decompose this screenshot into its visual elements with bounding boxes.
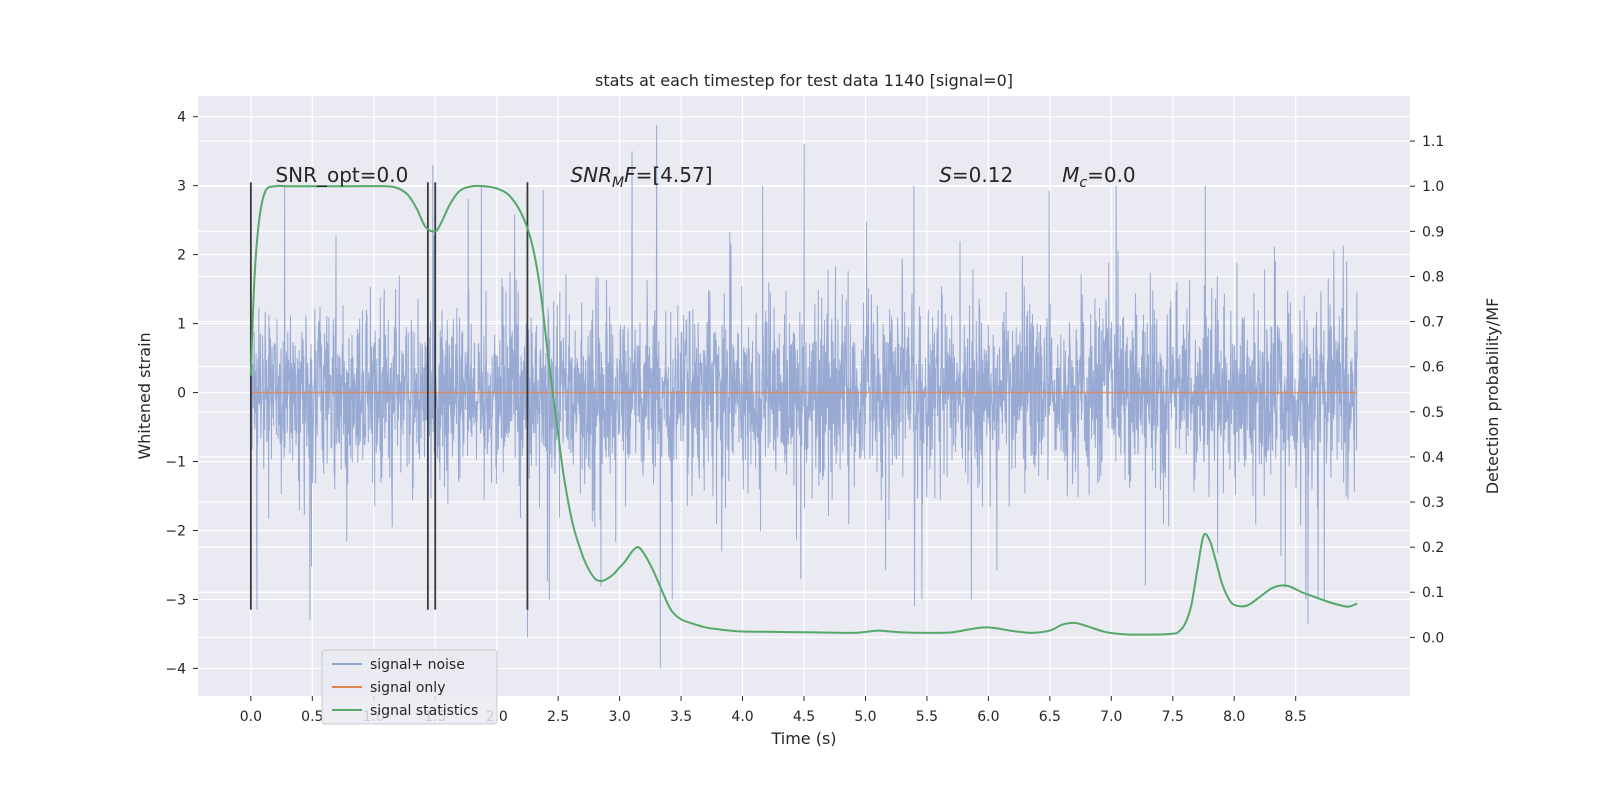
y2-tick-label: 0.0: [1422, 630, 1444, 646]
y2-axis-ticks: 1.1 1.0 0.9 0.8 0.7 0.6 0.5 0.4 0.3 0.2 0.1 0.0: [1410, 134, 1444, 646]
y-tick-label: −3: [165, 592, 186, 608]
y-tick-label: 2: [177, 248, 186, 264]
legend: signal+ noise signal only signal statist…: [321, 649, 498, 725]
x-tick-label: 4.0: [731, 709, 753, 725]
y-tick-label: −2: [165, 523, 186, 539]
y-tick-label: 1: [177, 317, 186, 333]
chart-title: stats at each timestep for test data 114…: [595, 71, 1013, 90]
y-tick-label: 4: [177, 110, 186, 126]
legend-box: [321, 649, 498, 725]
y2-tick-label: 0.8: [1422, 269, 1444, 285]
annotation-text: SNRMF=[4.57]: [570, 163, 712, 191]
x-tick-label: 5.0: [854, 709, 876, 725]
y2-tick-label: 0.9: [1422, 224, 1444, 240]
x-tick-label: 7.5: [1162, 709, 1184, 725]
y2-tick-label: 0.2: [1422, 540, 1444, 556]
y-axis-label: Whitened strain: [135, 332, 154, 459]
y2-tick-label: 0.5: [1422, 405, 1444, 421]
y2-tick-label: 0.7: [1422, 315, 1444, 331]
x-tick-label: 8.0: [1223, 709, 1245, 725]
x-tick-label: 6.5: [1039, 709, 1061, 725]
legend-label-signal-statistics: signal statistics: [370, 703, 478, 719]
y-tick-label: 3: [177, 179, 186, 195]
y2-tick-label: 1.0: [1422, 179, 1444, 195]
vertical-markers: [249, 182, 529, 610]
y2-axis-label: Detection probability/MF: [1483, 298, 1502, 495]
series-signal-statistics: [249, 184, 1358, 636]
y2-tick-label: 0.1: [1422, 585, 1444, 601]
x-axis-label: Time (s): [770, 729, 836, 748]
x-tick-label: 3.5: [670, 709, 692, 725]
y-axis-ticks: 4 3 2 1 0 −1 −2 −3 −4: [165, 110, 198, 677]
y2-tick-label: 0.6: [1422, 360, 1444, 376]
legend-label-signal-only: signal only: [370, 680, 445, 696]
x-tick-label: 7.0: [1100, 709, 1122, 725]
signal-statistics-line: [249, 184, 1358, 636]
x-tick-label: 8.5: [1285, 709, 1307, 725]
x-tick-label: 4.5: [793, 709, 815, 725]
x-tick-label: 0.0: [240, 709, 262, 725]
y2-tick-label: 0.3: [1422, 495, 1444, 511]
y-tick-label: 0: [177, 386, 186, 402]
annotation-text: Mc=0.0: [1062, 163, 1136, 191]
x-tick-label: 5.5: [916, 709, 938, 725]
x-tick-label: 6.0: [977, 709, 999, 725]
x-tick-label: 0.5: [301, 709, 323, 725]
annotation-text: SNR_opt=0.0: [275, 163, 408, 187]
x-tick-label: 2.5: [547, 709, 569, 725]
annotation-text: S=0.12: [939, 163, 1013, 187]
y2-tick-label: 0.4: [1422, 450, 1444, 466]
x-tick-label: 3.0: [608, 709, 630, 725]
annotations: SNR_opt=0.0 SNRMF=[4.57] S=0.12 Mc=0.0: [275, 163, 1135, 191]
y2-tick-label: 1.1: [1422, 134, 1444, 150]
y-tick-label: −4: [165, 661, 186, 677]
legend-label-signal-noise: signal+ noise: [370, 657, 465, 673]
y-tick-label: −1: [165, 455, 186, 471]
